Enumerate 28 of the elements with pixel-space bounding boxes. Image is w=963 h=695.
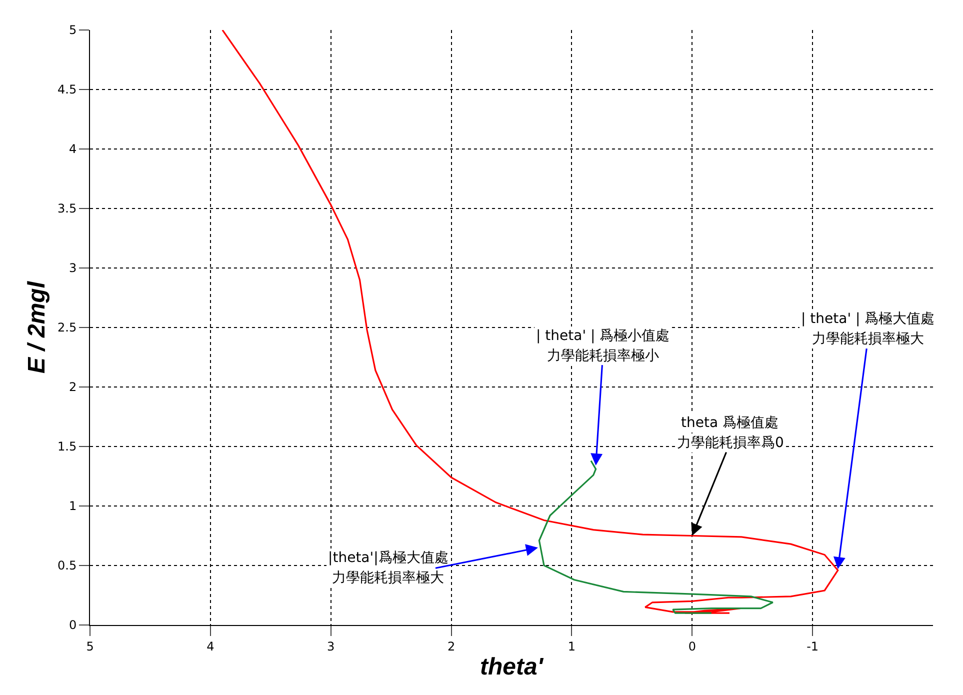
x-tick-label: 3 — [327, 639, 335, 654]
x-tick-label: 1 — [568, 639, 576, 654]
annotation: 力學能耗損率爲0 — [677, 435, 784, 451]
annotation: 力學能耗損率極大 — [812, 331, 924, 347]
y-tick-label: 0 — [68, 618, 77, 632]
x-tick-label: -1 — [806, 639, 819, 654]
annotation: |theta'|爲極大值處 — [328, 550, 448, 566]
annotation: 力學能耗損率極小 — [547, 348, 659, 364]
annotation: 力學能耗損率極大 — [332, 570, 444, 586]
y-tick-label: 1.5 — [58, 440, 77, 454]
x-tick-label: 2 — [447, 639, 456, 654]
y-axis-title: E / 2mgl — [24, 280, 51, 374]
y-tick-label: 2 — [68, 380, 77, 394]
y-tick-label: 4 — [68, 142, 77, 156]
annotation: theta 爲極值處 — [681, 415, 778, 431]
x-axis-title: theta' — [480, 654, 544, 681]
y-tick-label: 3.5 — [58, 202, 77, 216]
y-tick-label: 0.5 — [58, 558, 77, 573]
y-tick-label: 1 — [68, 499, 77, 514]
x-tick-label: 0 — [688, 639, 696, 654]
x-tick-label: 4 — [206, 639, 214, 654]
y-tick-label: 4.5 — [58, 82, 77, 97]
annotation: | theta' | 爲極小值處 — [536, 328, 670, 344]
y-tick-label: 2.5 — [58, 320, 77, 335]
annotation: | theta' | 爲極大值處 — [801, 311, 935, 327]
x-tick-label: 5 — [86, 639, 94, 654]
y-tick-label: 5 — [68, 23, 77, 38]
y-tick-label: 3 — [68, 261, 77, 276]
